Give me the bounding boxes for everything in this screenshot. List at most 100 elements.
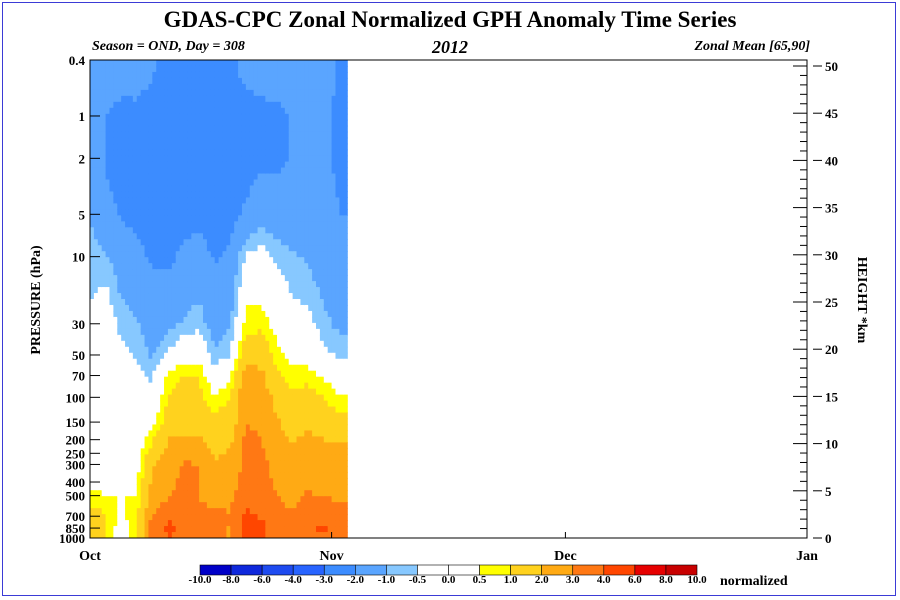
heatmap-cell [284, 352, 290, 360]
heatmap-cell [214, 364, 220, 372]
heatmap-cell [312, 263, 317, 270]
heatmap-cell [327, 346, 333, 354]
heatmap-cell [148, 203, 153, 210]
heatmap-cell [230, 376, 235, 384]
heatmap-cell [203, 514, 208, 521]
heatmap-cell [183, 107, 189, 115]
heatmap-cell [140, 424, 146, 432]
heatmap-cell [101, 520, 107, 527]
heatmap-cell [97, 119, 103, 127]
heatmap-cell [195, 143, 200, 151]
heatmap-cell [195, 346, 200, 354]
heatmap-cell [323, 370, 329, 378]
heatmap-cell [261, 113, 266, 121]
heatmap-cell [101, 191, 107, 199]
heatmap-cell [265, 430, 270, 438]
heatmap-cell [191, 514, 196, 521]
heatmap-cell [156, 472, 161, 479]
heatmap-cell [125, 113, 130, 121]
heatmap-cell [296, 251, 302, 258]
heatmap-cell [121, 472, 126, 479]
heatmap-cell [261, 382, 266, 390]
heatmap-cell [292, 502, 298, 509]
heatmap-cell [183, 60, 189, 67]
heatmap-cell [171, 203, 177, 210]
heatmap-cell [156, 520, 161, 527]
heatmap-cell [175, 310, 181, 318]
heatmap-cell [238, 490, 243, 497]
heatmap-cell [144, 322, 150, 330]
heatmap-cell [218, 83, 224, 91]
heatmap-cell [187, 209, 192, 216]
heatmap-cell [319, 448, 325, 455]
heatmap-cell [257, 107, 263, 115]
heatmap-cell [167, 239, 173, 246]
heatmap-cell [230, 173, 235, 181]
heatmap-cell [164, 322, 169, 330]
heatmap-cell [164, 412, 169, 420]
heatmap-cell [125, 376, 130, 384]
heatmap-cell [97, 179, 103, 187]
heatmap-cell [121, 526, 126, 533]
heatmap-cell [249, 316, 255, 324]
heatmap-cell [288, 167, 294, 175]
heatmap-cell [296, 478, 302, 485]
heatmap-cell [316, 466, 321, 473]
heatmap-cell [210, 221, 216, 228]
heatmap-cell [284, 269, 290, 276]
heatmap-cell [109, 358, 114, 366]
heatmap-cell [206, 263, 212, 270]
heatmap-cell [206, 412, 212, 420]
heatmap-cell [269, 95, 274, 103]
heatmap-cell [187, 275, 192, 282]
heatmap-cell [105, 197, 111, 204]
heatmap-cell [136, 472, 142, 479]
heatmap-cell [273, 388, 278, 396]
heatmap-cell [238, 412, 243, 420]
heatmap-cell [128, 89, 134, 97]
heatmap-cell [323, 526, 329, 533]
heatmap-cell [312, 490, 317, 497]
heatmap-cell [245, 520, 251, 527]
heatmap-cell [128, 125, 134, 133]
heatmap-cell [316, 191, 321, 199]
heatmap-cell [179, 442, 185, 449]
heatmap-cell [234, 269, 239, 276]
heatmap-cell [140, 382, 146, 390]
heatmap-cell [125, 89, 130, 97]
heatmap-cell [203, 334, 208, 342]
heatmap-cell [187, 191, 192, 199]
heatmap-cell [241, 239, 247, 246]
heatmap-cell [214, 215, 220, 222]
heatmap-cell [144, 382, 150, 390]
heatmap-cell [136, 310, 142, 318]
heatmap-cell [128, 71, 134, 79]
heatmap-cell [238, 227, 243, 234]
heatmap-cell [226, 310, 231, 318]
heatmap-cell [230, 466, 235, 473]
heatmap-cell [327, 322, 333, 330]
heatmap-cell [187, 316, 192, 324]
heatmap-cell [230, 472, 235, 479]
heatmap-cell [241, 209, 247, 216]
heatmap-cell [323, 418, 329, 426]
heatmap-cell [90, 334, 95, 342]
heatmap-cell [171, 60, 177, 67]
heatmap-cell [117, 257, 122, 264]
heatmap-cell [167, 95, 173, 103]
heatmap-cell [257, 502, 263, 509]
heatmap-cell [175, 227, 181, 234]
heatmap-cell [319, 304, 325, 312]
heatmap-cell [136, 299, 142, 306]
heatmap-cell [253, 137, 259, 145]
heatmap-cell [203, 107, 208, 115]
heatmap-cell [171, 466, 177, 473]
heatmap-cell [257, 448, 263, 455]
heatmap-cell [292, 400, 298, 408]
heatmap-cell [222, 448, 227, 455]
heatmap-cell [195, 221, 200, 228]
heatmap-cell [292, 155, 298, 163]
heatmap-cell [136, 185, 142, 193]
heatmap-cell [245, 215, 251, 222]
heatmap-cell [253, 334, 259, 342]
